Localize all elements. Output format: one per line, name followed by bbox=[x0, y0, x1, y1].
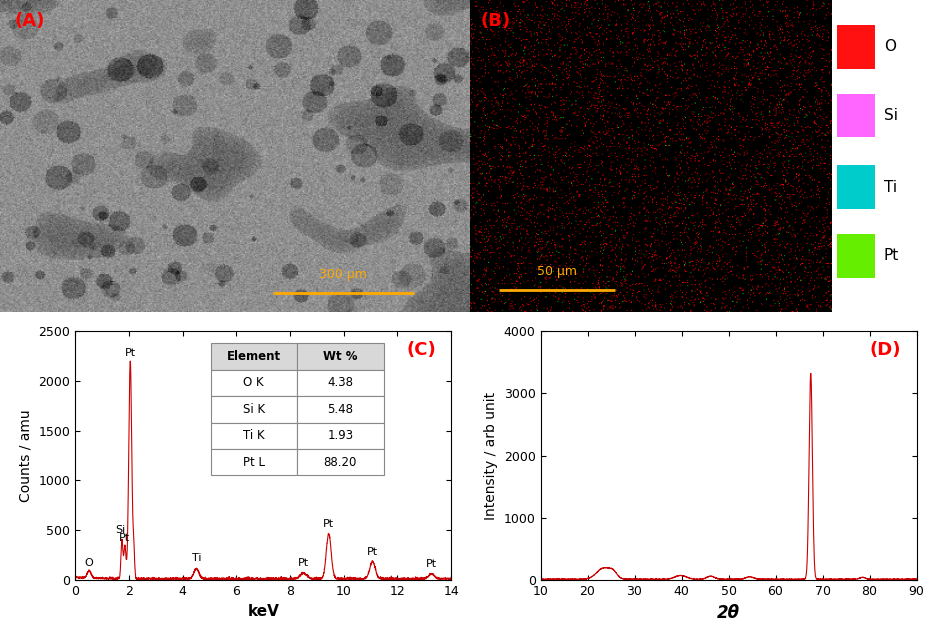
Text: Pt: Pt bbox=[426, 559, 437, 569]
Text: (D): (D) bbox=[870, 341, 901, 359]
Text: Pt: Pt bbox=[367, 547, 378, 557]
Text: O: O bbox=[85, 558, 94, 568]
Text: Ti: Ti bbox=[884, 180, 897, 195]
Text: Pt: Pt bbox=[298, 558, 309, 568]
Bar bbox=[838, 25, 875, 69]
Text: (A): (A) bbox=[14, 12, 44, 31]
Text: (B): (B) bbox=[481, 12, 511, 31]
Text: Pt: Pt bbox=[323, 519, 335, 529]
Text: O: O bbox=[884, 39, 896, 54]
X-axis label: keV: keV bbox=[247, 604, 279, 619]
Bar bbox=[838, 234, 875, 278]
Text: 300 μm: 300 μm bbox=[320, 268, 367, 281]
Text: Pt: Pt bbox=[119, 534, 131, 544]
Bar bbox=[838, 165, 875, 209]
Text: (C): (C) bbox=[406, 341, 436, 359]
Text: Ti: Ti bbox=[192, 553, 201, 563]
Text: 50 μm: 50 μm bbox=[537, 265, 577, 278]
Bar bbox=[838, 94, 875, 137]
Y-axis label: Counts / amu: Counts / amu bbox=[19, 409, 33, 502]
Text: Pt: Pt bbox=[125, 348, 136, 358]
Y-axis label: Intensity / arb unit: Intensity / arb unit bbox=[484, 391, 498, 520]
Text: Pt: Pt bbox=[884, 248, 899, 263]
Text: Si: Si bbox=[116, 525, 125, 535]
Text: Si: Si bbox=[884, 108, 898, 123]
X-axis label: 2θ: 2θ bbox=[717, 604, 740, 622]
